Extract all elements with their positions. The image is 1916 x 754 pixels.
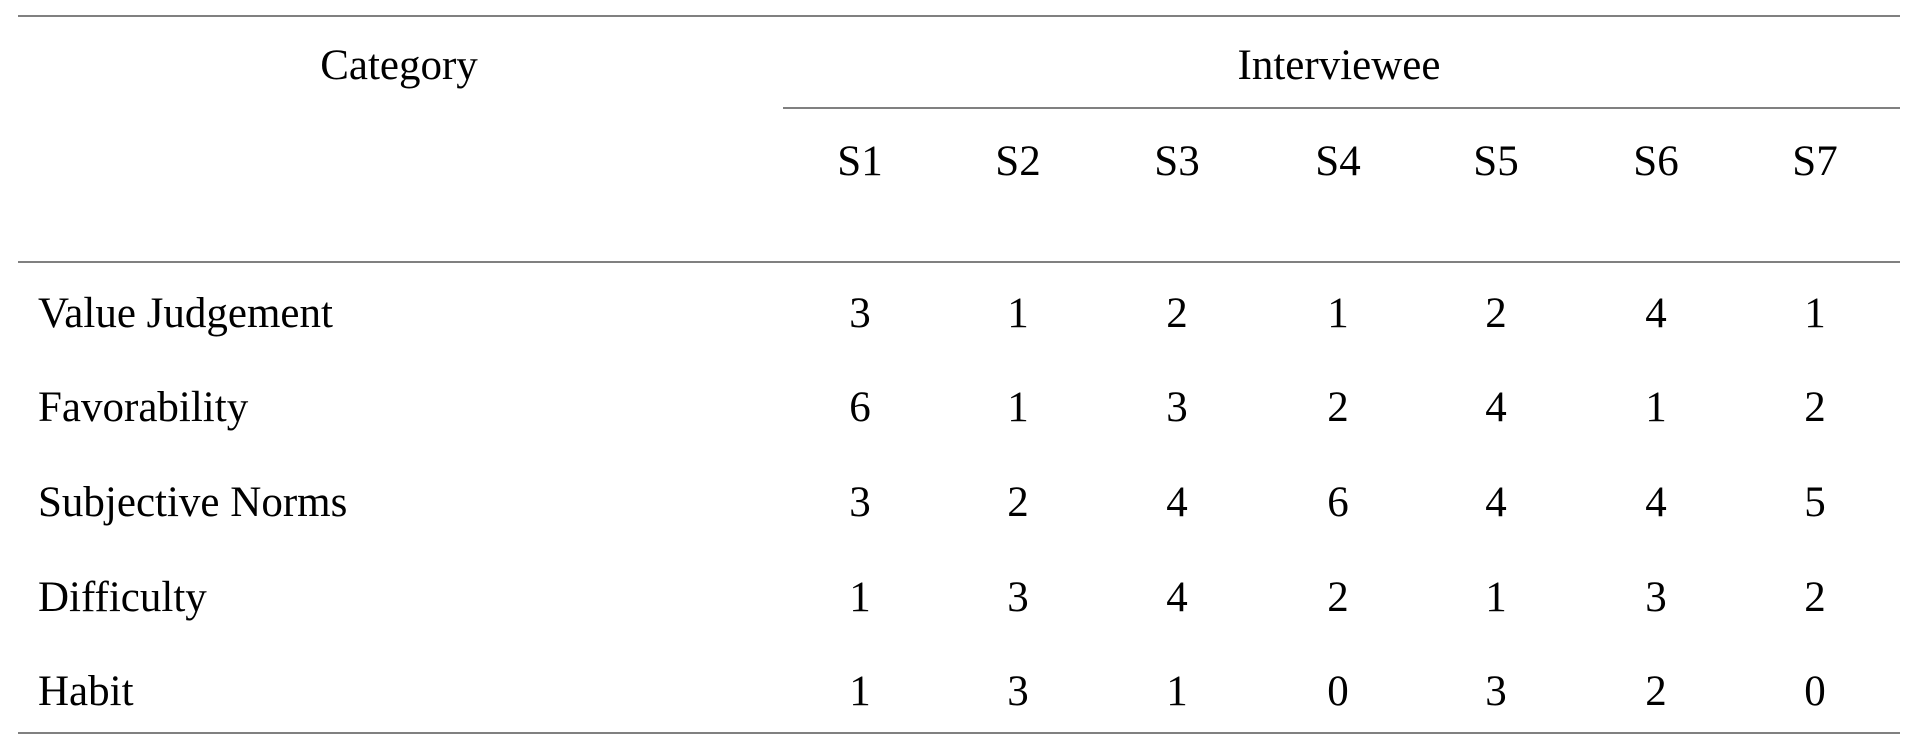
table-cell: 1 xyxy=(1007,290,1029,337)
table-cell: 6 xyxy=(849,384,871,431)
group-rule xyxy=(783,107,1900,109)
column-header-s5: S5 xyxy=(1473,138,1519,185)
table-cell: 3 xyxy=(1007,574,1029,621)
row-category: Difficulty xyxy=(38,574,207,621)
table-cell: 3 xyxy=(1485,668,1507,715)
table-cell: 3 xyxy=(849,290,871,337)
column-header-s1: S1 xyxy=(837,138,883,185)
row-category: Subjective Norms xyxy=(38,479,348,526)
row-category: Habit xyxy=(38,668,134,715)
category-header: Category xyxy=(320,42,478,89)
bottom-rule xyxy=(18,732,1900,734)
column-header-s6: S6 xyxy=(1633,138,1679,185)
row-category: Favorability xyxy=(38,384,249,431)
table-cell: 3 xyxy=(849,479,871,526)
table-cell: 2 xyxy=(1804,574,1826,621)
table-cell: 3 xyxy=(1007,668,1029,715)
table-cell: 4 xyxy=(1166,479,1188,526)
column-header-s7: S7 xyxy=(1792,138,1838,185)
table-cell: 1 xyxy=(1645,384,1667,431)
table-cell: 1 xyxy=(1166,668,1188,715)
table-cell: 6 xyxy=(1327,479,1349,526)
header-rule xyxy=(18,261,1900,263)
table-cell: 5 xyxy=(1804,479,1826,526)
table-cell: 1 xyxy=(1485,574,1507,621)
interviewee-header: Interviewee xyxy=(1237,42,1441,89)
table-cell: 4 xyxy=(1166,574,1188,621)
column-header-s4: S4 xyxy=(1315,138,1361,185)
table-cell: 2 xyxy=(1327,574,1349,621)
table-cell: 2 xyxy=(1166,290,1188,337)
table-cell: 3 xyxy=(1645,574,1667,621)
table-cell: 4 xyxy=(1645,290,1667,337)
table-cell: 1 xyxy=(1007,384,1029,431)
column-header-s3: S3 xyxy=(1154,138,1200,185)
table-cell: 0 xyxy=(1327,668,1349,715)
table-cell: 2 xyxy=(1485,290,1507,337)
table-cell: 0 xyxy=(1804,668,1826,715)
table-cell: 4 xyxy=(1645,479,1667,526)
table-cell: 4 xyxy=(1485,384,1507,431)
table-cell: 3 xyxy=(1166,384,1188,431)
table-cell: 2 xyxy=(1804,384,1826,431)
top-rule xyxy=(18,15,1900,17)
row-category: Value Judgement xyxy=(38,290,333,337)
table-cell: 2 xyxy=(1327,384,1349,431)
table-cell: 2 xyxy=(1645,668,1667,715)
table-cell: 1 xyxy=(849,574,871,621)
column-header-s2: S2 xyxy=(995,138,1041,185)
table-cell: 1 xyxy=(1804,290,1826,337)
table-cell: 1 xyxy=(849,668,871,715)
table-cell: 1 xyxy=(1327,290,1349,337)
table-cell: 2 xyxy=(1007,479,1029,526)
table-cell: 4 xyxy=(1485,479,1507,526)
